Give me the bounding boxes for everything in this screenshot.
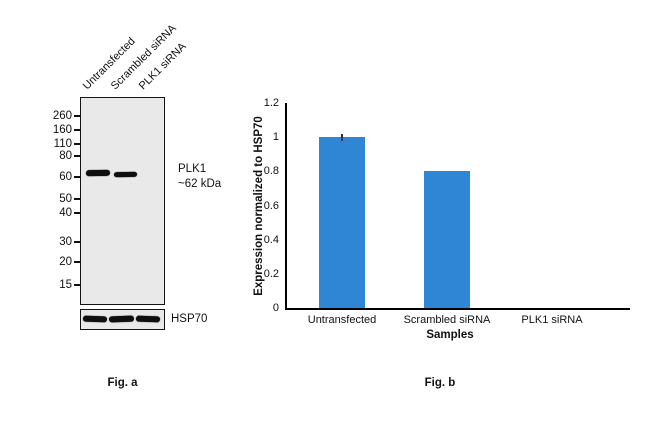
mw-marker-tick — [74, 129, 80, 131]
error-bar-untransfected — [341, 133, 343, 141]
y-tick-label: 0.6 — [263, 199, 279, 212]
mw-marker-tick — [74, 155, 80, 157]
mw-marker-tick — [74, 212, 80, 214]
y-tick-label: 0.4 — [263, 233, 279, 246]
y-tick-label: 0.8 — [263, 165, 279, 178]
mw-marker-label: 30 — [59, 236, 72, 248]
mw-marker-label: 60 — [59, 171, 72, 183]
mw-marker-label: 15 — [59, 279, 72, 291]
loading-control-label: HSP70 — [171, 313, 208, 325]
mw-marker-label: 50 — [59, 193, 72, 205]
mw-marker-label: 20 — [59, 256, 72, 268]
target-protein-name: PLK1 — [178, 163, 207, 175]
x-category-label: PLK1 siRNA — [521, 314, 583, 326]
mw-marker-tick — [74, 176, 80, 178]
x-category-label: Untransfected — [307, 314, 377, 326]
target-protein-mw: ~62 kDa — [178, 178, 222, 190]
loading-control-box — [80, 309, 165, 330]
y-tick-label: 1.2 — [263, 97, 279, 109]
mw-marker-tick — [74, 241, 80, 243]
fig-b-caption: Fig. b — [424, 377, 456, 389]
fig-a-caption: Fig. a — [107, 377, 138, 389]
bar-scrambled-sirna — [424, 171, 470, 308]
x-category-label: Scrambled siRNA — [403, 314, 491, 326]
mw-marker-label: 110 — [53, 138, 72, 150]
mw-marker-label: 80 — [59, 150, 72, 162]
bar-untransfected — [319, 137, 365, 308]
x-axis-title: Samples — [426, 329, 474, 341]
mw-marker-tick — [74, 143, 80, 145]
mw-marker-label: 160 — [52, 124, 72, 136]
y-tick-label: 0.2 — [263, 267, 279, 280]
y-tick-label: 1 — [272, 131, 279, 144]
plot-area: 0 0.2 0.4 0.6 0.8 1 1.2 Untransfected Scrambled … — [264, 97, 630, 326]
blot-box — [80, 97, 165, 305]
target-protein-label: PLK1 ~62 kDa — [178, 162, 221, 192]
mw-marker-tick — [74, 198, 80, 200]
mw-marker-label: 260 — [52, 110, 72, 122]
mw-marker-tick — [74, 284, 80, 286]
mw-marker-tick — [74, 115, 80, 117]
mw-marker-label: 40 — [59, 207, 72, 219]
mw-marker-tick — [74, 261, 80, 263]
y-tick-label: 0 — [272, 302, 279, 314]
